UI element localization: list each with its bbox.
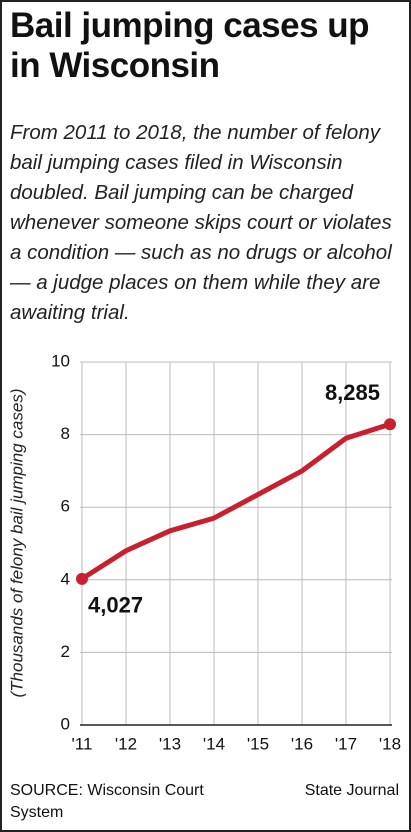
chart-title: Bail jumping cases up in Wisconsin — [10, 6, 370, 85]
source-note: SOURCE: Wisconsin Court System — [10, 782, 204, 821]
x-tick-label: '12 — [115, 734, 137, 753]
x-tick-label: '15 — [247, 734, 269, 753]
x-tick-label: '17 — [335, 734, 357, 753]
point — [384, 418, 396, 431]
credit: State Journal — [304, 782, 399, 799]
value-label: 8,285 — [325, 380, 380, 405]
x-tick-label: '14 — [203, 734, 225, 753]
chart-subtitle: From 2011 to 2018, the number of felony … — [10, 121, 392, 324]
y-tick-label: 6 — [61, 497, 70, 516]
y-tick-label: 2 — [61, 642, 70, 661]
line — [80, 421, 391, 581]
point — [76, 572, 88, 585]
y-tick-label: 10 — [51, 351, 70, 370]
y-tick-label: 8 — [61, 424, 70, 443]
value-label: 4,027 — [88, 593, 143, 618]
x-tick-label: '13 — [159, 734, 181, 753]
x-tick-label: '11 — [72, 734, 93, 753]
x-tick-label: '16 — [291, 734, 313, 753]
y-tick-label: 4 — [61, 569, 70, 588]
y-axis-label: (Thousands of felony bail jumping cases) — [7, 389, 26, 698]
x-tick-label: '18 — [379, 734, 401, 753]
y-tick-label: 0 — [61, 714, 70, 733]
